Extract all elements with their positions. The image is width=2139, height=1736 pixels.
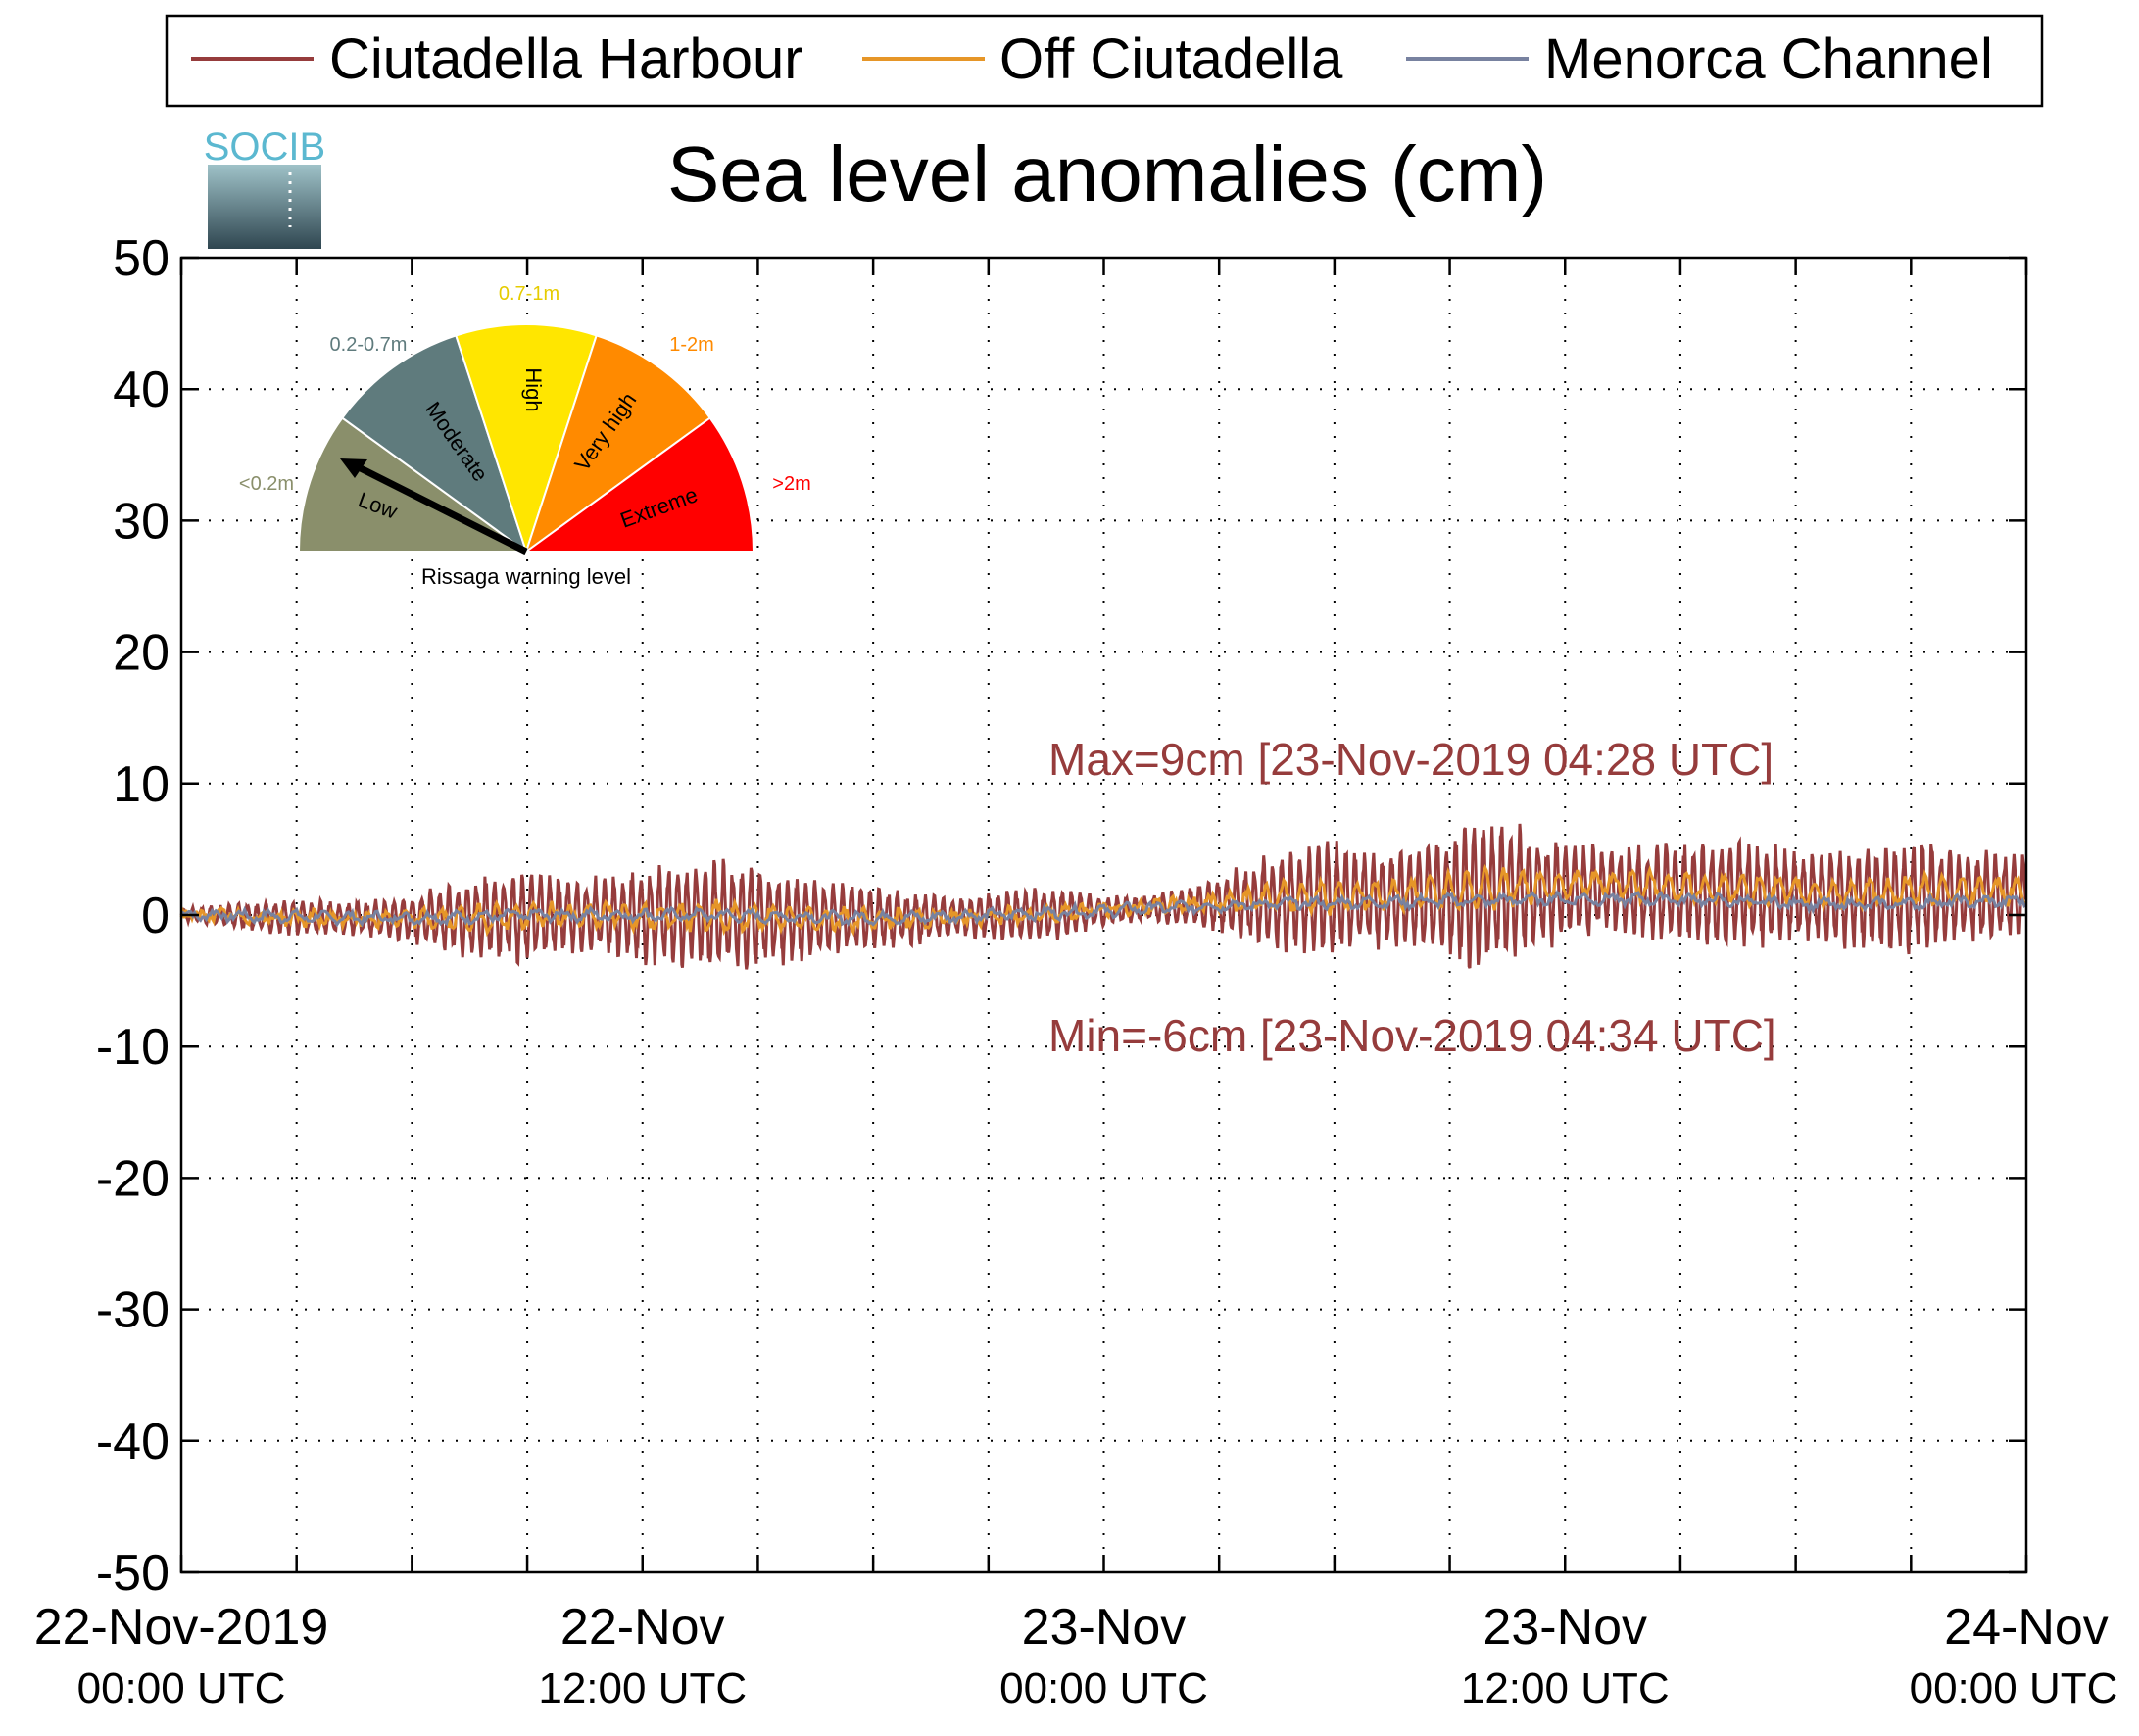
x-tick-label-time: 00:00 UTC <box>1910 1664 2118 1712</box>
annotations: Max=9cm [23-Nov-2019 04:28 UTC] Min=-6cm … <box>1048 734 1776 1061</box>
gauge-range-label: 1-2m <box>669 334 714 356</box>
y-tick-label: -30 <box>96 1282 170 1339</box>
series-layer <box>179 823 2028 970</box>
y-tick-label: 30 <box>113 493 170 550</box>
logo-wave-block <box>208 165 321 249</box>
gauge-segment-label: High <box>521 367 546 411</box>
y-tick-label: -20 <box>96 1150 170 1207</box>
series-line-off-ciutadella <box>179 863 2028 938</box>
y-tick-label: 40 <box>113 362 170 418</box>
gauge-segment <box>455 323 598 555</box>
x-tick-label-date: 22-Nov <box>560 1599 725 1656</box>
gauge-segment <box>340 334 528 555</box>
extreme-annotation: Max=9cm [23-Nov-2019 04:28 UTC] <box>1048 734 1774 785</box>
legend: Ciutadella Harbour Off Ciutadella Menorca … <box>165 14 2044 108</box>
series-line-menorca-channel <box>179 890 2027 928</box>
x-tick-label-time: 00:00 UTC <box>77 1664 286 1712</box>
y-tick-label: -40 <box>96 1414 170 1471</box>
x-tick-label-time: 12:00 UTC <box>538 1664 747 1712</box>
x-tick-label-date: 23-Nov <box>1022 1599 1187 1656</box>
socib-logo: SOCIB <box>204 125 325 249</box>
y-tick-label: 10 <box>113 756 170 813</box>
gauge-caption: Rissaga warning level <box>421 564 631 589</box>
legend-label: Menorca Channel <box>1544 27 1993 91</box>
gauge-range-label: <0.2m <box>239 473 294 495</box>
chart-title: Sea level anomalies (cm) <box>667 130 1547 217</box>
gauge-needle-head <box>340 458 367 478</box>
gauge-range-label: 0.7-1m <box>499 283 559 305</box>
legend-box <box>165 14 2044 108</box>
y-tick-label: 20 <box>113 625 170 682</box>
legend-label: Ciutadella Harbour <box>329 27 803 91</box>
x-tick-label-date: 23-Nov <box>1483 1599 1647 1656</box>
y-tick-label: 0 <box>141 888 170 944</box>
legend-label: Off Ciutadella <box>999 27 1343 91</box>
gauge-segment <box>297 416 530 553</box>
x-tick-label-time: 12:00 UTC <box>1461 1664 1670 1712</box>
gauge-range-label: 0.2-0.7m <box>330 334 408 356</box>
y-tick-label: -50 <box>96 1545 170 1602</box>
logo-text: SOCIB <box>204 125 325 169</box>
gauge-segment <box>524 334 712 555</box>
gauge-segment <box>522 416 755 553</box>
x-tick-label-date: 24-Nov <box>1944 1599 2109 1656</box>
x-tick-label-date: 22-Nov-2019 <box>34 1599 329 1656</box>
y-tick-label: -10 <box>96 1019 170 1076</box>
extreme-annotation: Min=-6cm [23-Nov-2019 04:34 UTC] <box>1048 1010 1776 1061</box>
x-tick-label-time: 00:00 UTC <box>999 1664 1208 1712</box>
y-tick-label: 50 <box>113 230 170 287</box>
gauge-needle <box>351 460 528 555</box>
gauge-range-label: >2m <box>772 473 810 495</box>
